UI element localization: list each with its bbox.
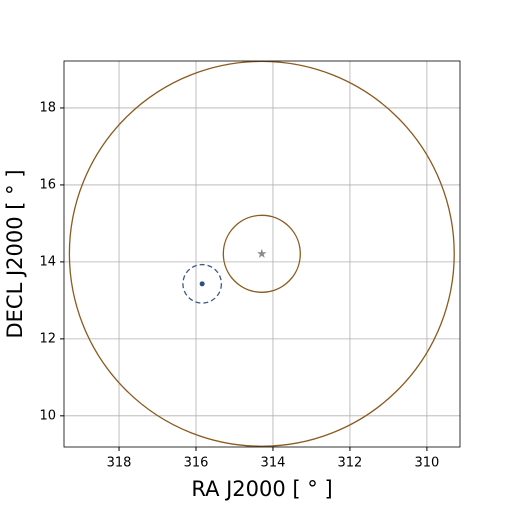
- y-tick-label: 14: [39, 254, 56, 269]
- y-tick-label: 18: [39, 100, 56, 115]
- y-axis-label: DECL J2000 [ ° ]: [3, 169, 27, 338]
- plot-frame: [63, 60, 461, 448]
- point: [199, 281, 205, 287]
- x-tick-label: 312: [338, 456, 363, 471]
- y-tick-label: 12: [39, 331, 56, 346]
- x-axis-label: RA J2000 [ ° ]: [191, 477, 332, 501]
- region-circle: [222, 214, 301, 293]
- x-tick-label: 316: [184, 456, 209, 471]
- x-tick-label: 310: [414, 456, 439, 471]
- y-tick-label: 16: [39, 177, 56, 192]
- region-circle: [182, 263, 223, 304]
- x-tick-label: 314: [261, 456, 286, 471]
- star-marker: [257, 248, 267, 258]
- x-tick-label: 318: [107, 456, 132, 471]
- y-tick-label: 10: [39, 408, 56, 423]
